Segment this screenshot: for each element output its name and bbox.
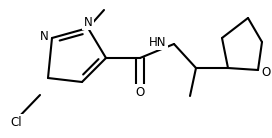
Text: N: N — [84, 15, 92, 29]
Text: O: O — [261, 66, 271, 79]
Text: O: O — [135, 86, 145, 99]
Text: HN: HN — [149, 35, 166, 48]
Text: N: N — [40, 30, 48, 43]
Text: Cl: Cl — [10, 116, 22, 128]
